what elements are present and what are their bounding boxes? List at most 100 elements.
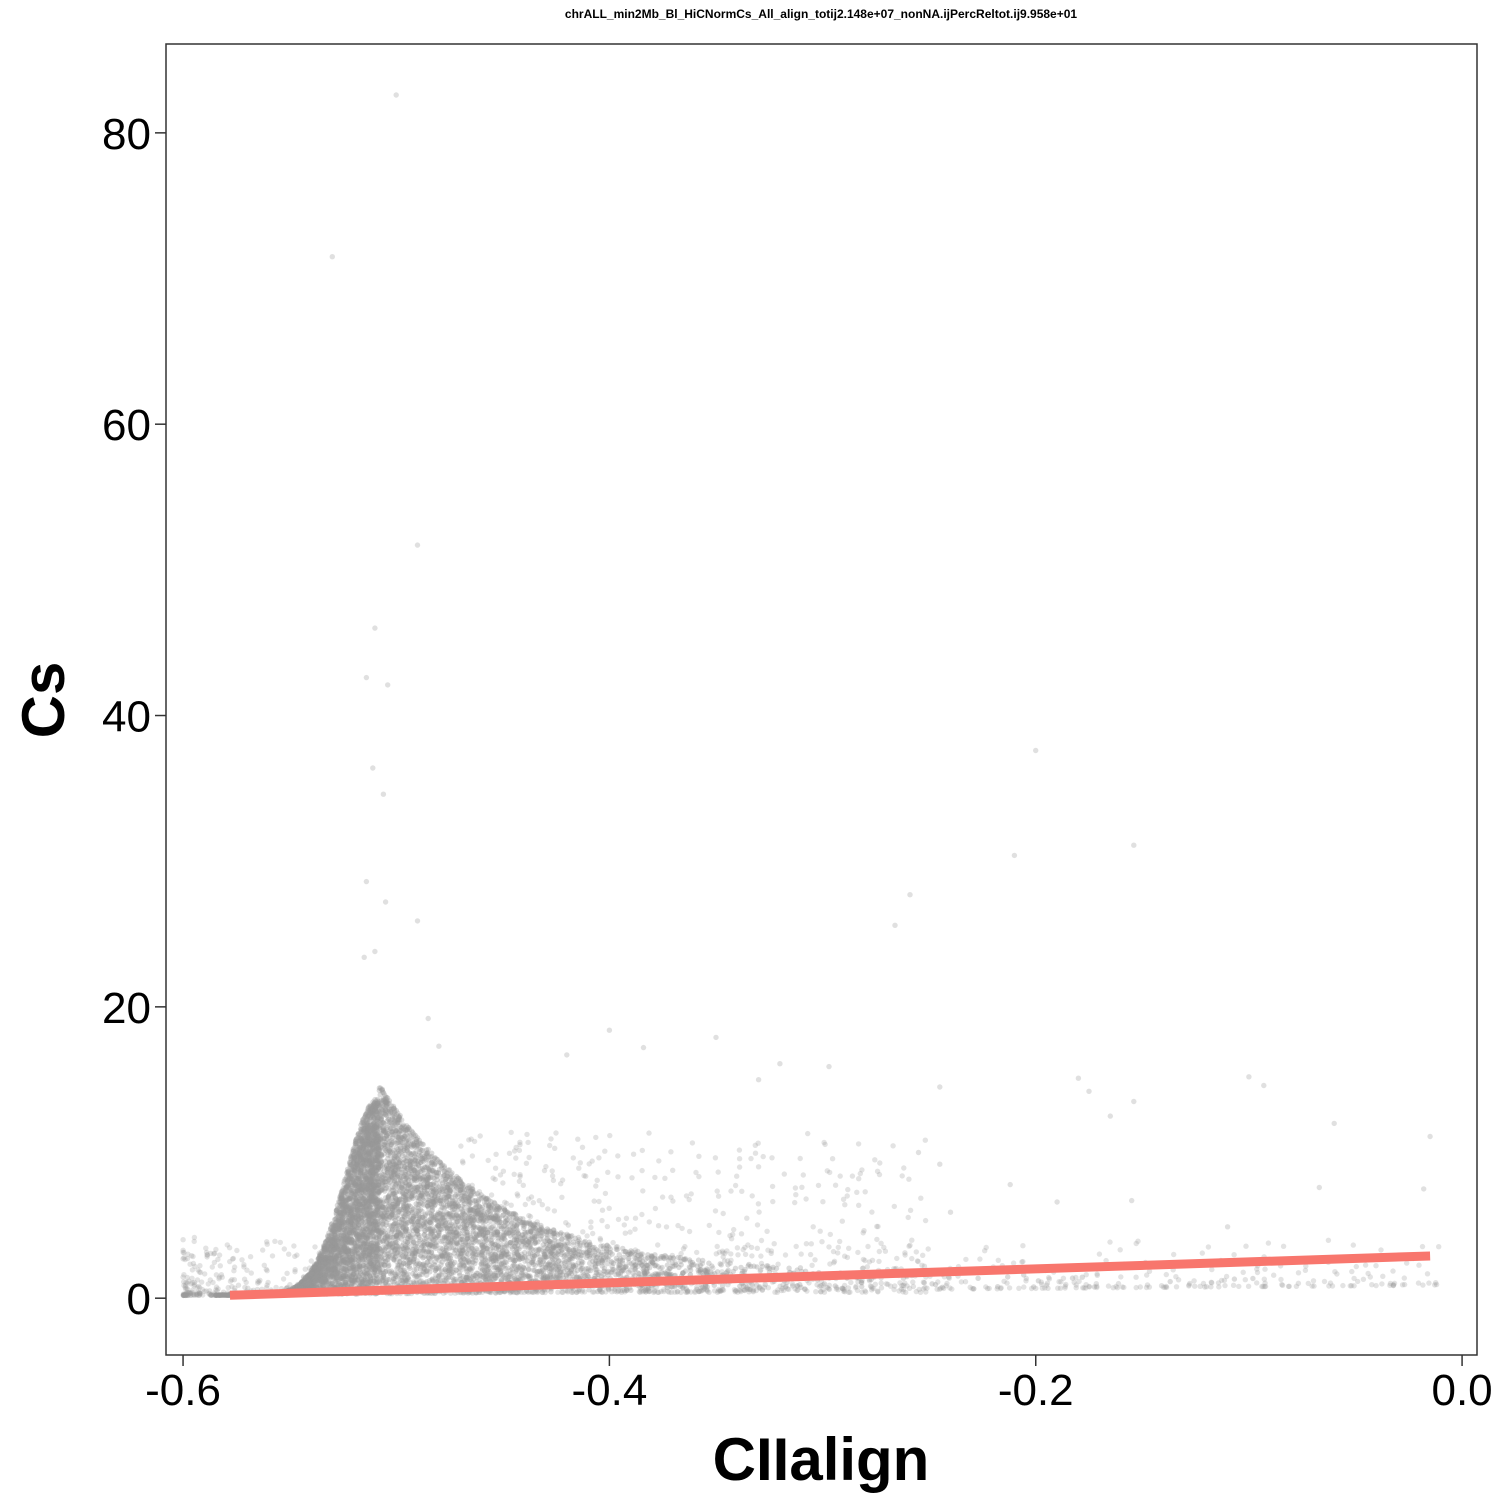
data-point <box>303 1275 309 1281</box>
data-point <box>391 1172 397 1178</box>
data-point <box>375 1189 381 1195</box>
data-point <box>468 1207 474 1214</box>
data-point <box>473 1201 479 1208</box>
data-point <box>374 1168 380 1174</box>
data-point <box>408 1218 414 1224</box>
data-point <box>319 1249 326 1256</box>
data-point <box>547 1269 553 1276</box>
data-point <box>1079 1274 1086 1280</box>
data-point <box>382 1108 389 1114</box>
data-point <box>387 1161 393 1167</box>
data-point <box>363 1176 369 1183</box>
data-point <box>333 1255 339 1261</box>
data-point <box>402 1269 408 1276</box>
data-point <box>329 1228 335 1234</box>
data-point <box>439 1269 445 1275</box>
data-point <box>460 1184 467 1190</box>
data-point <box>425 1248 431 1255</box>
data-point <box>436 1273 442 1280</box>
data-point <box>407 1259 413 1265</box>
data-point <box>323 1277 329 1283</box>
data-point <box>351 1245 358 1251</box>
data-point <box>414 1142 421 1148</box>
data-point <box>376 1234 382 1240</box>
data-point <box>385 1195 392 1201</box>
data-point <box>373 1249 380 1255</box>
data-point <box>345 1260 351 1266</box>
data-point <box>310 1274 317 1280</box>
data-point <box>552 1243 559 1249</box>
data-point <box>442 1219 449 1225</box>
data-point <box>376 1198 382 1205</box>
data-point <box>399 1160 406 1166</box>
data-point <box>397 1230 403 1237</box>
data-point <box>492 1270 498 1277</box>
data-point <box>507 1256 514 1263</box>
data-point <box>441 1168 447 1174</box>
data-point <box>487 1226 493 1232</box>
data-point <box>338 1212 344 1218</box>
data-point <box>446 1193 452 1199</box>
scatter-points <box>180 92 1442 1299</box>
data-point <box>402 1211 409 1217</box>
data-point <box>370 1122 376 1128</box>
data-point <box>522 1220 528 1226</box>
data-point <box>495 1247 502 1253</box>
plot-background <box>166 44 1477 1355</box>
data-point <box>328 1244 334 1251</box>
data-point <box>424 1184 430 1190</box>
data-point <box>342 1266 348 1272</box>
data-point <box>417 1252 424 1258</box>
data-point <box>396 1132 402 1139</box>
data-point <box>595 1260 601 1267</box>
data-point <box>347 1222 353 1229</box>
data-point <box>455 1241 461 1248</box>
data-point <box>339 1227 345 1234</box>
data-point <box>452 1193 458 1199</box>
data-point <box>383 1111 389 1118</box>
data-point <box>595 1260 601 1266</box>
data-point <box>375 1117 381 1123</box>
data-point <box>391 1221 397 1227</box>
data-point <box>336 1232 342 1238</box>
data-point <box>334 1255 340 1261</box>
data-point <box>488 1273 494 1279</box>
data-point <box>373 1152 379 1158</box>
data-point <box>549 1253 555 1260</box>
data-point <box>347 1240 353 1246</box>
data-point <box>374 1200 380 1206</box>
data-point <box>351 1270 357 1276</box>
data-point <box>365 1106 371 1112</box>
data-point <box>417 1261 423 1268</box>
data-point <box>330 1237 336 1243</box>
data-point <box>455 1213 461 1219</box>
data-point <box>347 1185 353 1191</box>
data-point <box>413 1178 420 1184</box>
data-point <box>349 1190 355 1197</box>
data-point <box>318 1274 324 1281</box>
data-point <box>370 1262 376 1268</box>
data-point <box>347 1164 353 1170</box>
data-point <box>420 1214 426 1220</box>
data-point <box>352 1182 358 1188</box>
data-point <box>461 1201 468 1207</box>
data-point <box>358 1136 365 1143</box>
data-point <box>381 1151 387 1157</box>
data-point <box>975 1275 981 1282</box>
data-point <box>357 1238 364 1244</box>
data-point <box>376 1274 382 1281</box>
data-point <box>404 1136 411 1143</box>
data-point <box>354 1231 361 1237</box>
data-point <box>387 1191 393 1197</box>
data-point <box>380 1220 386 1227</box>
data-point <box>473 1198 479 1204</box>
data-point <box>492 1200 498 1207</box>
data-point <box>355 1213 361 1219</box>
data-point <box>350 1163 356 1170</box>
data-point <box>472 1212 479 1218</box>
data-point <box>344 1267 351 1274</box>
data-point <box>628 1248 634 1254</box>
data-point <box>338 1195 345 1202</box>
data-point <box>371 1184 377 1191</box>
data-point <box>318 1265 324 1272</box>
